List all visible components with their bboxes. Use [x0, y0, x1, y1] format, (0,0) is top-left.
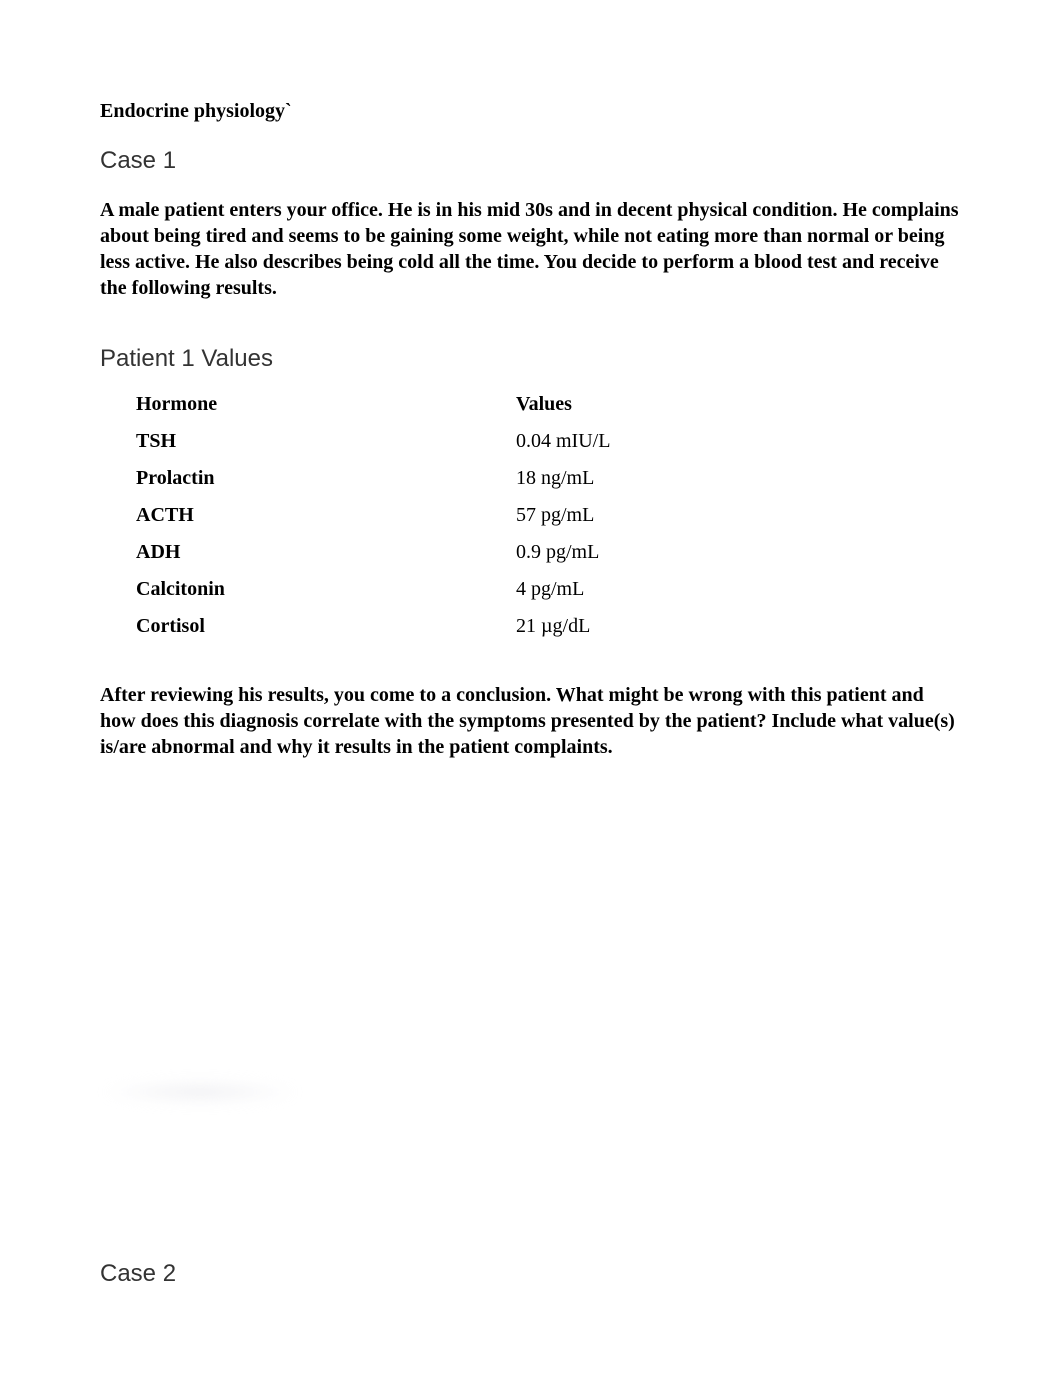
- table-row: ADH 0.9 pg/mL: [136, 541, 962, 564]
- hormone-cell: Cortisol: [136, 615, 516, 638]
- hormone-cell: Calcitonin: [136, 578, 516, 601]
- value-cell: 18 ng/mL: [516, 467, 594, 490]
- value-cell: 57 pg/mL: [516, 504, 594, 527]
- table-row: ACTH 57 pg/mL: [136, 504, 962, 527]
- values-header: Values: [516, 393, 572, 416]
- table-row: TSH 0.04 mIU/L: [136, 430, 962, 453]
- case-1-body: A male patient enters your office. He is…: [100, 197, 962, 301]
- patient-1-values-heading: Patient 1 Values: [100, 345, 962, 373]
- hormone-cell: ACTH: [136, 504, 516, 527]
- table-row: Prolactin 18 ng/mL: [136, 467, 962, 490]
- case-1-heading: Case 1: [100, 147, 962, 175]
- table-header-row: Hormone Values: [136, 393, 962, 416]
- case-2-heading: Case 2: [100, 1260, 176, 1288]
- table-row: Cortisol 21 µg/dL: [136, 615, 962, 638]
- hormone-cell: Prolactin: [136, 467, 516, 490]
- case-1-conclusion: After reviewing his results, you come to…: [100, 682, 962, 760]
- table-row: Calcitonin 4 pg/mL: [136, 578, 962, 601]
- hormone-cell: TSH: [136, 430, 516, 453]
- document-title: Endocrine physiology`: [100, 100, 962, 123]
- value-cell: 4 pg/mL: [516, 578, 584, 601]
- value-cell: 0.9 pg/mL: [516, 541, 599, 564]
- value-cell: 0.04 mIU/L: [516, 430, 610, 453]
- blur-artifact: [100, 1080, 300, 1104]
- value-cell: 21 µg/dL: [516, 615, 590, 638]
- hormone-cell: ADH: [136, 541, 516, 564]
- patient-1-values-table: Hormone Values TSH 0.04 mIU/L Prolactin …: [136, 393, 962, 638]
- hormone-header: Hormone: [136, 393, 516, 416]
